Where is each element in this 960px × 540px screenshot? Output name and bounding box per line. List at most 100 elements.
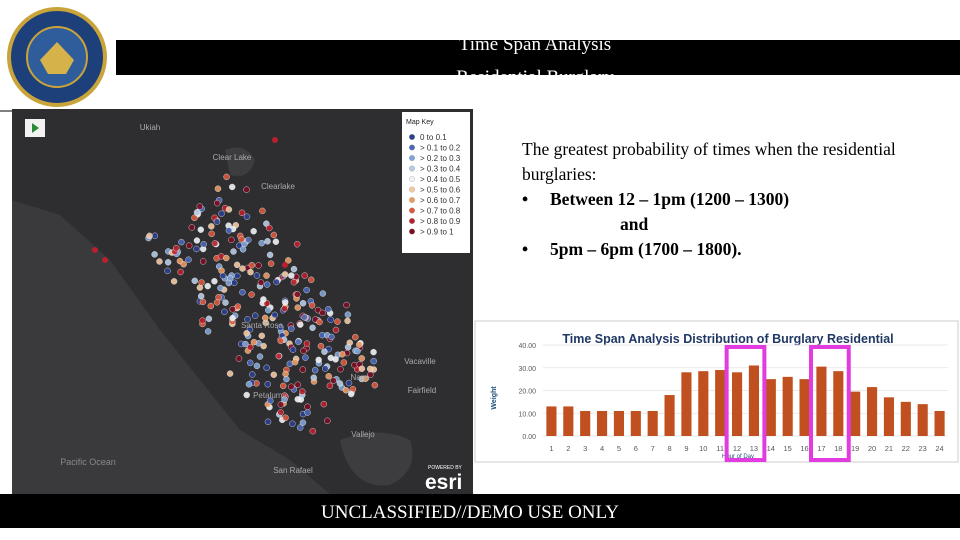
x-tick-label: 10 bbox=[699, 444, 707, 453]
x-tick-label: 5 bbox=[617, 444, 621, 453]
x-tick-label: 20 bbox=[868, 444, 876, 453]
x-tick-label: 21 bbox=[885, 444, 893, 453]
map-point bbox=[225, 206, 233, 213]
map-key-title: Map Key bbox=[406, 119, 434, 126]
bar bbox=[715, 370, 726, 436]
map-point bbox=[308, 276, 315, 283]
map-point bbox=[339, 351, 346, 358]
map-point bbox=[332, 326, 340, 334]
map-point bbox=[336, 380, 344, 387]
map-point bbox=[253, 362, 261, 370]
bar bbox=[883, 397, 894, 436]
map-point bbox=[199, 298, 207, 306]
map-point bbox=[193, 237, 201, 244]
map-label: San Rafael bbox=[273, 466, 313, 475]
map-point bbox=[205, 315, 213, 323]
map-key-swatch bbox=[409, 218, 415, 224]
bar bbox=[816, 366, 827, 436]
map-label: Clear Lake bbox=[213, 153, 252, 162]
map-point bbox=[263, 281, 271, 288]
map-label: Napa bbox=[350, 373, 370, 382]
map-point bbox=[238, 209, 246, 217]
map-point bbox=[222, 299, 229, 306]
map-key-swatch bbox=[409, 176, 415, 182]
map-point bbox=[272, 238, 280, 245]
map-key-label: > 0.6 to 0.7 bbox=[420, 196, 461, 205]
map-point bbox=[199, 258, 207, 265]
highlight-box bbox=[724, 345, 767, 462]
map-point bbox=[277, 337, 284, 345]
map-point bbox=[230, 248, 237, 255]
map-key-swatch bbox=[409, 207, 415, 214]
map-point bbox=[225, 227, 233, 234]
map-key-label: > 0.2 to 0.3 bbox=[420, 154, 461, 163]
y-axis-label: Weight bbox=[491, 386, 498, 410]
map-point bbox=[180, 261, 187, 268]
bar bbox=[681, 372, 692, 436]
map-point bbox=[164, 267, 171, 275]
map-point bbox=[251, 312, 259, 319]
bar bbox=[613, 410, 624, 436]
map-point bbox=[164, 259, 172, 266]
map-point bbox=[304, 409, 311, 416]
map-point bbox=[282, 370, 289, 378]
map-point bbox=[325, 306, 332, 313]
map-point bbox=[327, 354, 335, 362]
map-key-swatch bbox=[409, 228, 415, 235]
map-point bbox=[219, 272, 227, 280]
map-key-label: > 0.4 to 0.5 bbox=[420, 175, 461, 184]
map-point bbox=[317, 342, 325, 350]
map-point bbox=[200, 241, 207, 248]
map-point bbox=[196, 203, 203, 210]
map-point bbox=[344, 311, 352, 318]
bay bbox=[340, 432, 413, 486]
map-point bbox=[253, 272, 261, 279]
map-point bbox=[270, 371, 277, 378]
map-point bbox=[234, 303, 242, 310]
map-point bbox=[250, 228, 257, 235]
map-point bbox=[303, 340, 311, 347]
map-point bbox=[264, 418, 272, 426]
map-point bbox=[334, 318, 341, 325]
note-list: Between 12 – 1pm (1200 – 1300) and 5pm –… bbox=[522, 187, 922, 262]
logo-emblem bbox=[40, 42, 74, 74]
map-point bbox=[173, 244, 180, 252]
map-point bbox=[262, 314, 269, 322]
map-point bbox=[239, 246, 247, 253]
map-point bbox=[247, 268, 254, 276]
map-key-swatch bbox=[409, 144, 415, 151]
map-point bbox=[282, 414, 289, 421]
bar bbox=[782, 376, 793, 436]
map-point bbox=[290, 265, 298, 273]
map-key-swatch bbox=[409, 197, 415, 203]
map-point bbox=[245, 236, 252, 244]
map-point bbox=[193, 245, 200, 253]
map-point bbox=[309, 427, 317, 435]
map-label: Pacific Ocean bbox=[60, 457, 116, 467]
map-point bbox=[315, 356, 322, 364]
play-icon bbox=[32, 123, 39, 133]
header-subtitle: Residential Burglary bbox=[456, 67, 614, 88]
map-point bbox=[260, 342, 267, 350]
map-point bbox=[352, 333, 359, 341]
x-tick-label: 19 bbox=[851, 444, 859, 453]
map-point bbox=[275, 352, 283, 360]
map-point bbox=[300, 347, 307, 355]
note: The greatest probability of times when t… bbox=[522, 137, 922, 262]
y-tick-label: 30.00 bbox=[518, 366, 536, 373]
map-point bbox=[229, 314, 236, 322]
map-point bbox=[258, 239, 265, 247]
map-point bbox=[247, 359, 254, 367]
map-point bbox=[235, 355, 243, 362]
map-point bbox=[259, 207, 266, 215]
map-point bbox=[185, 256, 192, 263]
map-point bbox=[343, 301, 350, 309]
bar bbox=[580, 410, 591, 436]
bar bbox=[732, 372, 743, 436]
map-key-label: > 0.3 to 0.4 bbox=[420, 165, 461, 174]
bar bbox=[867, 387, 878, 436]
map-point bbox=[296, 424, 304, 431]
y-tick-label: 10.00 bbox=[518, 411, 536, 418]
